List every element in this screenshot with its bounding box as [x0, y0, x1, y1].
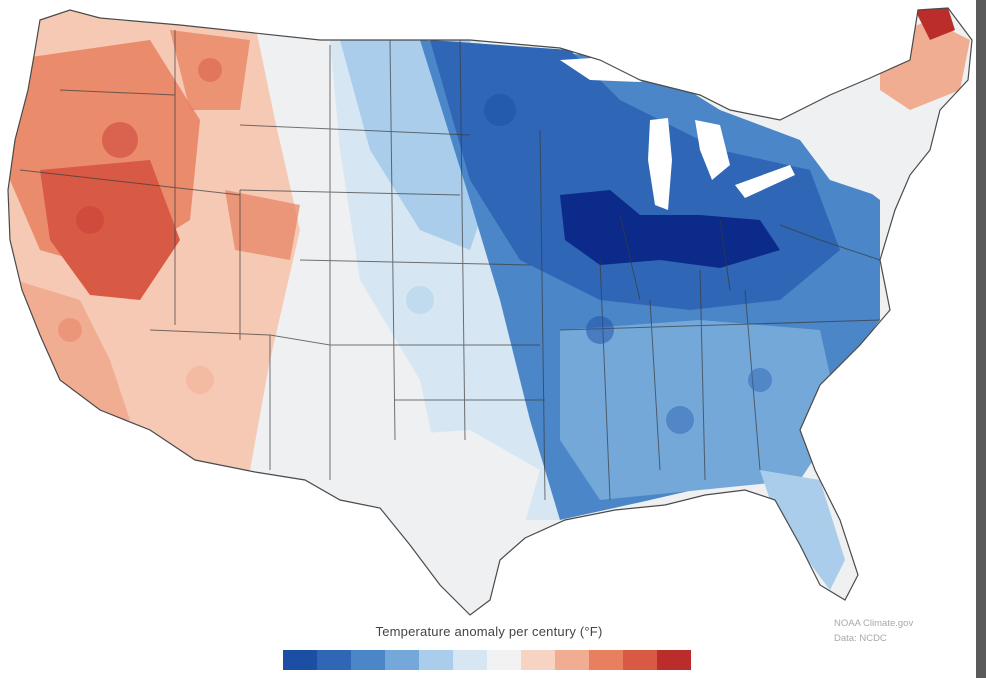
border-west-row: [19, 30, 331, 470]
legend-scale-step: [453, 650, 488, 670]
texture-blotches: [58, 58, 772, 434]
border-central-col: [329, 39, 546, 501]
credit-line-1: NOAA Climate.gov: [834, 618, 914, 629]
legend-scale-step: [385, 650, 420, 670]
image-right-edge: [976, 0, 986, 678]
region-great-basin-hot: [40, 160, 180, 300]
region-maine-hot: [915, 8, 955, 40]
region-florida-mild: [760, 470, 845, 590]
legend-scale-step: [419, 650, 454, 670]
legend-color-scale: [283, 650, 691, 670]
region-utah-warm: [225, 190, 300, 260]
lake-huron: [695, 120, 730, 180]
border-central-rows: [239, 124, 545, 401]
credit: NOAA Climate.gov Data: NCDC: [834, 616, 913, 646]
credit-line-2: Data: NCDC: [834, 633, 887, 644]
region-california-coast: [15, 280, 130, 420]
legend-scale-step: [317, 650, 352, 670]
legend-scale-step: [487, 650, 522, 670]
lake-michigan: [648, 118, 672, 210]
us-outline: [7, 7, 973, 616]
region-maine-warm: [880, 20, 970, 110]
legend-scale-step: [555, 650, 590, 670]
legend-scale-step: [623, 650, 658, 670]
legend-scale-step: [521, 650, 556, 670]
lake-erie: [735, 165, 795, 198]
legend-scale-step: [351, 650, 386, 670]
region-texas-neutral: [320, 430, 540, 600]
legend-scale-step: [589, 650, 624, 670]
region-southeast-cool: [560, 320, 840, 500]
legend-scale-step: [657, 650, 691, 670]
region-corn-belt-deep: [560, 190, 780, 268]
legend-title: Temperature anomaly per century (°F): [375, 624, 603, 639]
legend-scale-step: [283, 650, 318, 670]
